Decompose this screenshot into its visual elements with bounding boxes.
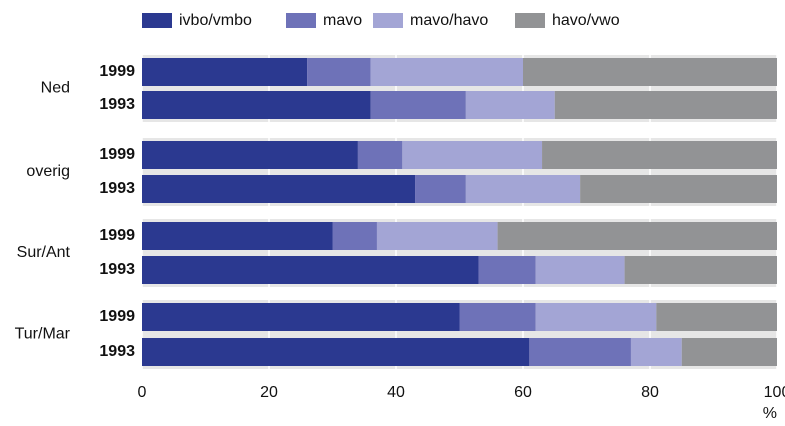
bar-segment [681, 338, 777, 366]
legend-swatch [142, 13, 172, 28]
bar-segment [529, 338, 631, 366]
bar-segment [142, 141, 358, 169]
bar-segment [465, 175, 581, 203]
y-tick-label: 1999 [99, 63, 135, 80]
bar-segment [332, 222, 377, 250]
legend-label: havo/vwo [552, 12, 620, 29]
bar-segment [142, 222, 333, 250]
bar-segment [142, 91, 371, 119]
bar-segment [542, 141, 777, 169]
bar-segment [370, 58, 523, 86]
bar-segment [630, 338, 682, 366]
bar-segment [535, 256, 625, 284]
bar-segment [497, 222, 777, 250]
bar-segment [465, 91, 555, 119]
bar-segment [370, 91, 466, 119]
bar-segment [142, 175, 416, 203]
bar-segment [402, 141, 543, 169]
legend-swatch [373, 13, 403, 28]
group-label: Ned [41, 80, 70, 97]
bar-segment [307, 58, 371, 86]
y-tick-label: 1993 [99, 96, 135, 113]
group-label: Sur/Ant [17, 244, 71, 261]
y-tick-label: 1999 [99, 308, 135, 325]
bar-segment [357, 141, 403, 169]
bar-segment [376, 222, 498, 250]
group-label: Tur/Mar [15, 326, 71, 343]
legend-label: mavo/havo [410, 12, 488, 29]
bar-segment [142, 58, 308, 86]
y-tick-label: 1999 [99, 227, 135, 244]
y-tick-label: 1999 [99, 146, 135, 163]
legend-swatch [286, 13, 316, 28]
bar-segment [142, 338, 530, 366]
y-tick-label: 1993 [99, 180, 135, 197]
bar-segment [554, 91, 777, 119]
legend-label: ivbo/vmbo [179, 12, 252, 29]
x-tick-label: 80 [641, 384, 659, 401]
bar-segment [523, 58, 777, 86]
x-tick-label: 100 [764, 384, 785, 401]
bar-segment [415, 175, 466, 203]
legend-label: mavo [323, 12, 362, 29]
y-tick-label: 1993 [99, 343, 135, 360]
legend-swatch [515, 13, 545, 28]
x-tick-label: 0 [138, 384, 147, 401]
x-tick-label: 40 [387, 384, 405, 401]
bar-segment [656, 303, 777, 331]
x-tick-label: 20 [260, 384, 278, 401]
bar-segment [624, 256, 777, 284]
bar-segment [142, 256, 479, 284]
bar-segment [459, 303, 536, 331]
bar-segment [535, 303, 657, 331]
x-tick-label: 60 [514, 384, 532, 401]
bar-segment [580, 175, 777, 203]
group-label: overig [26, 163, 70, 180]
x-axis-label: % [763, 405, 777, 422]
bar-segment [478, 256, 536, 284]
bar-segment [142, 303, 460, 331]
y-tick-label: 1993 [99, 261, 135, 278]
